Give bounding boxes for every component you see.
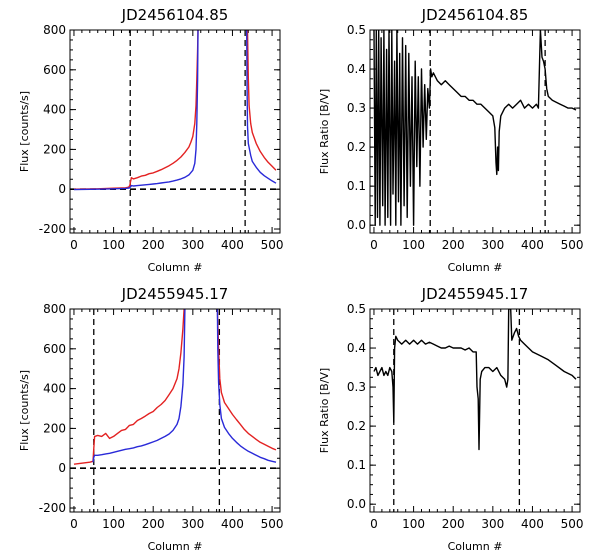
y-axis-label: Flux Ratio [B/V] [318,368,331,453]
x-tick-label: 200 [442,517,465,531]
plot-frame [369,29,581,234]
series-line [73,309,185,465]
chart-title: JD2455945.17 [421,285,529,303]
x-tick-label: 500 [561,517,584,531]
plot-area [373,30,577,233]
y-tick-label: 400 [43,382,66,396]
y-tick-label: 0 [58,461,66,475]
chart-title: JD2456104.85 [421,6,529,24]
x-tick-label: 200 [442,238,465,252]
ratio-chart-bottom: JD2455945.17 Column # Flux Ratio [B/V] 0 100… [318,285,584,553]
x-tick-label: 100 [102,238,125,252]
x-tick-label: 400 [521,238,544,252]
x-axis-label: Column # [448,261,503,274]
flux-chart-bottom: JD2455945.17 Column # Flux [counts/s] 0 100 2… [18,285,284,553]
y-axis-label: Flux [counts/s] [18,370,31,451]
plot-frame [69,29,281,234]
y-tick-label: 0.4 [347,62,366,76]
x-tick-label: 200 [142,238,165,252]
x-tick-label: 500 [261,517,284,531]
x-tick-label: 0 [370,238,378,252]
y-tick-label: -200 [39,501,66,515]
series-line [373,30,577,226]
chart-title: JD2456104.85 [121,6,229,24]
x-axis-label: Column # [148,540,203,553]
y-axis-label: Flux Ratio [B/V] [318,89,331,174]
y-tick-label: 0.0 [347,497,366,511]
y-tick-label: 200 [43,142,66,156]
x-tick-label: 400 [221,238,244,252]
x-tick-label: 100 [402,238,425,252]
y-tick-label: 0.0 [347,218,366,232]
y-tick-label: 0.4 [347,341,366,355]
x-tick-label: 300 [481,238,504,252]
y-tick-label: 800 [43,23,66,37]
ratio-chart-top: JD2456104.85 Column # Flux Ratio [B/V] 0 100… [318,6,584,274]
x-tick-label: 500 [561,238,584,252]
series-line [373,309,577,451]
y-axis-label: Flux [counts/s] [18,91,31,172]
y-tick-label: 600 [43,63,66,77]
x-tick-label: 0 [370,517,378,531]
x-tick-label: 100 [102,517,125,531]
y-tick-label: 0 [58,182,66,196]
y-tick-label: 400 [43,103,66,117]
series-line [246,30,277,184]
x-axis-label: Column # [448,540,503,553]
y-tick-label: 0.3 [347,380,366,394]
series-line [73,30,199,190]
series-line [246,30,277,171]
flux-chart-top: JD2456104.85 Column # Flux [counts/s] 0 100 2… [18,6,284,274]
y-tick-label: 0.1 [347,458,366,472]
plot-frame [369,308,581,513]
y-tick-label: 0.5 [347,23,366,37]
y-tick-label: 0.2 [347,140,366,154]
y-tick-label: 0.1 [347,179,366,193]
x-tick-label: 300 [181,517,204,531]
x-tick-label: 300 [481,517,504,531]
x-tick-label: 200 [142,517,165,531]
x-tick-label: 0 [70,517,78,531]
x-tick-label: 400 [521,517,544,531]
y-tick-label: 0.2 [347,419,366,433]
y-tick-label: 0.3 [347,101,366,115]
plot-area [373,309,577,512]
series-line [216,309,277,463]
series-line [92,309,186,463]
y-tick-label: 200 [43,421,66,435]
y-tick-label: 0.5 [347,302,366,316]
x-tick-label: 400 [221,517,244,531]
x-tick-label: 0 [70,238,78,252]
plot-area [70,30,280,233]
chart-title: JD2455945.17 [121,285,229,303]
series-line [216,309,277,451]
plot-area [70,309,280,512]
x-tick-label: 300 [181,238,204,252]
y-tick-label: 600 [43,342,66,356]
x-tick-label: 100 [402,517,425,531]
x-tick-label: 500 [261,238,284,252]
x-axis-label: Column # [148,261,203,274]
y-tick-label: 800 [43,302,66,316]
y-tick-label: -200 [39,222,66,236]
series-line [73,30,199,191]
plot-frame [69,308,281,513]
